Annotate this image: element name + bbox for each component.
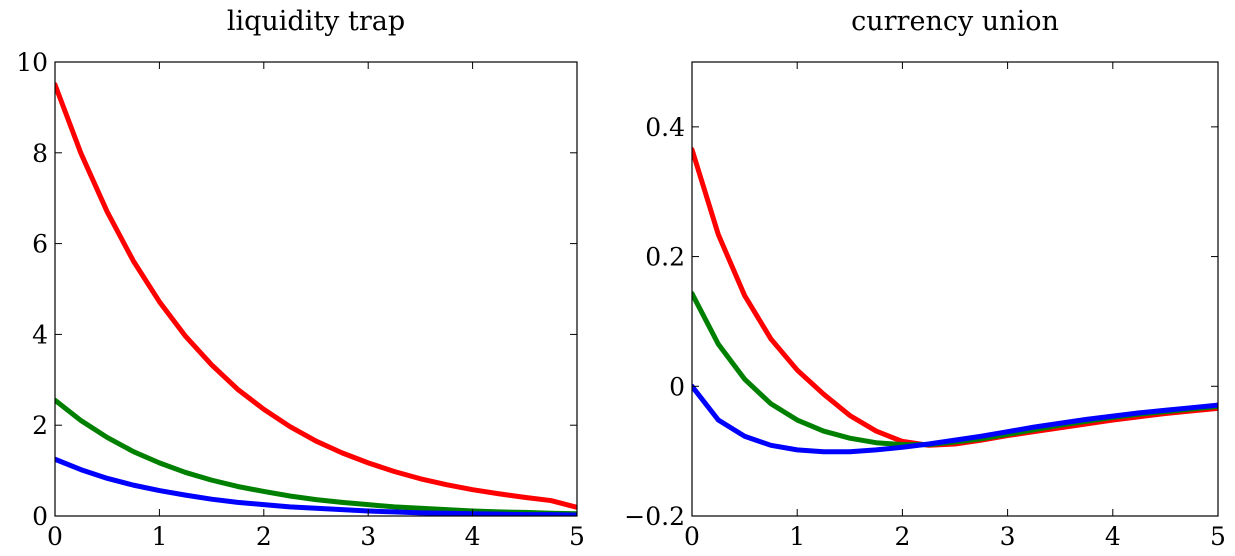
liquidity-trap-y-tick-label: 10 [16,48,48,77]
currency-union-x-tick-label: 1 [789,522,805,551]
liquidity-trap-plot-frame [54,61,578,517]
currency-union-series-group [692,147,1218,455]
liquidity-trap-y-tick-label: 0 [32,502,48,531]
currency-union-y-tick-label: 0 [669,372,685,401]
liquidity-trap-series-line-2 [55,397,577,516]
currency-union-x-tick-label: 0 [684,522,700,551]
liquidity-trap-x-tick-label: 5 [569,522,585,551]
liquidity-trap-x-tick-label: 1 [151,522,167,551]
liquidity-trap-x-tick-label: 2 [256,522,272,551]
currency-union-y-tick-label: 0.4 [645,113,685,142]
liquidity-trap-series-group [55,82,577,516]
currency-union-x-tick-label: 2 [894,522,910,551]
currency-union-y-tick-label: −0.2 [624,502,685,531]
currency-union-x-tick-label: 3 [1000,522,1016,551]
liquidity-trap-y-tick-label: 8 [32,139,48,168]
liquidity-trap-panel: liquidity trap 0 1 2 3 4 5 0 2 4 6 8 10 [16,6,585,551]
currency-union-title: currency union [851,6,1059,37]
liquidity-trap-y-tick-label: 6 [32,230,48,259]
liquidity-trap-x-tick-label: 4 [465,522,481,551]
liquidity-trap-x-tick-label: 3 [360,522,376,551]
currency-union-x-tick-label: 4 [1105,522,1121,551]
currency-union-plot-frame [691,61,1219,517]
currency-union-y-tick-label: 0.2 [645,243,685,272]
liquidity-trap-series-line-3 [55,456,577,516]
liquidity-trap-title: liquidity trap [227,6,405,37]
currency-union-x-tick-label: 5 [1210,522,1226,551]
liquidity-trap-y-tick-label: 2 [32,411,48,440]
liquidity-trap-series-line-1 [55,82,577,510]
liquidity-trap-x-tick-label: 0 [47,522,63,551]
liquidity-trap-y-tick-label: 4 [32,320,48,349]
currency-union-series-line-3 [692,383,1218,455]
currency-union-series-line-2 [692,291,1218,448]
